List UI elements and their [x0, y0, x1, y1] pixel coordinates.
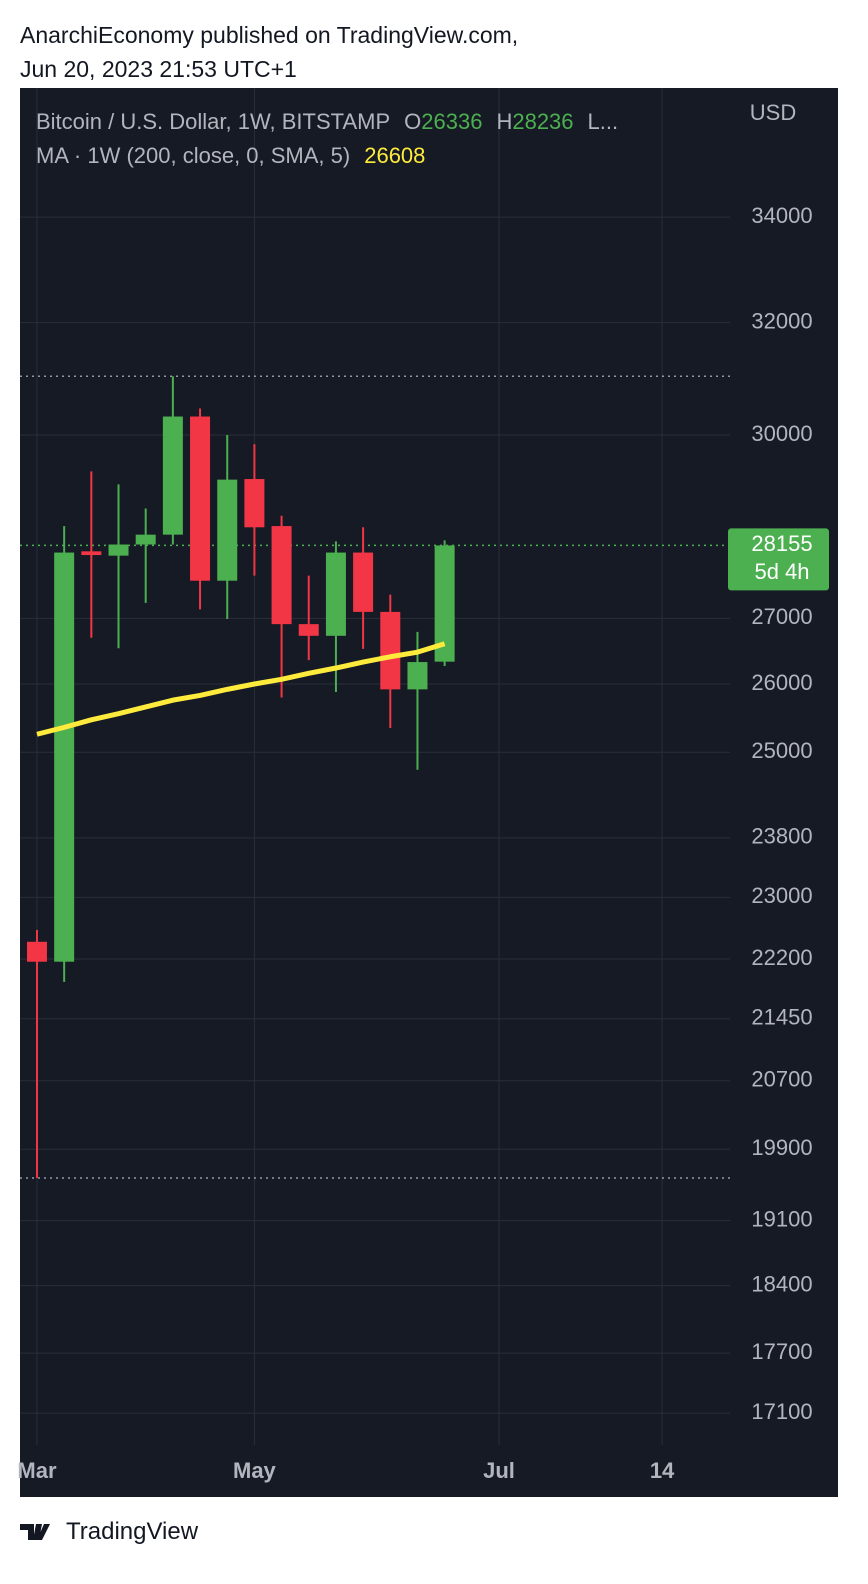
x-tick-label: Jul: [483, 1458, 515, 1483]
y-tick-label: 22200: [751, 945, 812, 970]
y-tick-label: 23000: [751, 883, 812, 908]
candle-body: [81, 551, 102, 556]
currency: USD: [750, 100, 796, 125]
candle-body: [162, 416, 183, 535]
legend-high-label: H: [496, 109, 512, 134]
y-tick-label: 19900: [751, 1135, 812, 1160]
candle-body: [325, 552, 346, 636]
x-tick-label: May: [233, 1458, 277, 1483]
ma-last: 26608: [364, 143, 425, 168]
price-tag-countdown: 5d 4h: [754, 559, 809, 584]
chart: 34000 32000 30000 27000 26000 25000 23800 23000…: [17, 88, 838, 1497]
candle-body: [380, 611, 401, 690]
y-tick-label: 18400: [751, 1271, 812, 1296]
y-tick-label: 17100: [751, 1399, 812, 1424]
candle-body: [407, 662, 428, 690]
brand: TradingView: [20, 1518, 198, 1546]
candle-body: [135, 534, 156, 545]
ma-label: MA · 1W (200, close, 0, SMA, 5): [36, 143, 350, 168]
price-tag-value: 28155: [751, 531, 812, 556]
y-tick-label: 21450: [751, 1005, 812, 1030]
y-tick-label: 32000: [751, 308, 812, 333]
y-tick-label: 30000: [751, 421, 812, 446]
candle-body: [298, 624, 319, 636]
brand-name: TradingView: [66, 1518, 199, 1545]
brand-logo: [20, 1524, 50, 1540]
x-tick-label: 14: [650, 1458, 675, 1483]
y-tick-label: 27000: [751, 604, 812, 629]
legend-symbol: Bitcoin / U.S. Dollar, 1W, BITSTAMP: [36, 109, 390, 134]
candle-body: [244, 479, 265, 528]
publish-date: Jun 20, 2023 21:53 UTC+1: [20, 56, 297, 82]
candle-body: [26, 941, 47, 962]
candle-body: [54, 552, 75, 962]
candle-body: [434, 545, 455, 662]
legend-open: 26336: [421, 109, 482, 134]
y-tick-label: 26000: [751, 670, 812, 695]
y-tick-label: 23800: [751, 824, 812, 849]
legend-open-label: O: [404, 109, 421, 134]
legend-high: 28236: [512, 109, 573, 134]
x-tick-label: Mar: [17, 1458, 57, 1483]
y-tick-label: 34000: [751, 203, 812, 228]
legend-more: L...: [588, 109, 619, 134]
y-tick-label: 20700: [751, 1067, 812, 1092]
y-tick-label: 19100: [751, 1206, 812, 1231]
candle-body: [108, 544, 129, 556]
candle-body: [190, 416, 211, 581]
ma-legend: MA · 1W (200, close, 0, SMA, 5) 26608: [36, 143, 425, 168]
y-tick-label: 25000: [751, 738, 812, 763]
y-tick-label: 17700: [751, 1339, 812, 1364]
candle-body: [353, 552, 374, 612]
legend: Bitcoin / U.S. Dollar, 1W, BITSTAMP O2633…: [36, 109, 618, 134]
publisher: AnarchiEconomy published on TradingView.…: [20, 22, 519, 48]
price-tag: [728, 528, 829, 591]
candle-body: [217, 479, 238, 581]
candle-body: [271, 526, 292, 625]
moving-average: [36, 641, 446, 737]
